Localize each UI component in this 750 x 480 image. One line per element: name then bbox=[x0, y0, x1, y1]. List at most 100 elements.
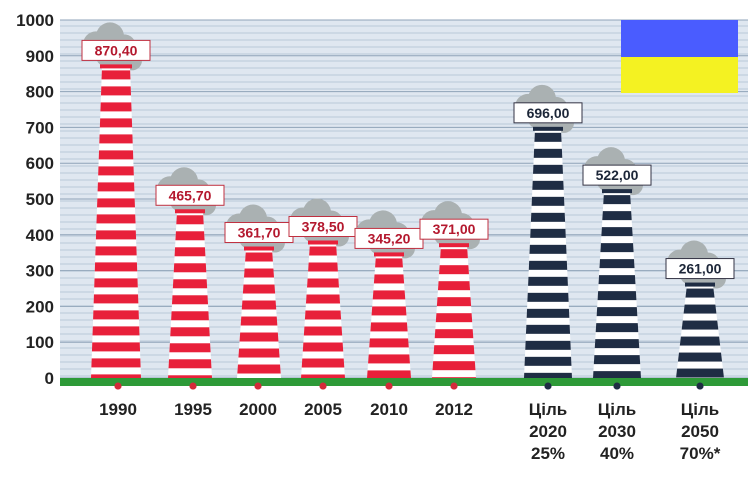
bar-stripe bbox=[301, 342, 345, 352]
data-label-box bbox=[513, 102, 583, 124]
bar-stripe bbox=[301, 326, 345, 336]
bar-stripe bbox=[91, 118, 141, 128]
y-tick-label: 0 bbox=[45, 369, 54, 388]
bar-stripe bbox=[676, 288, 724, 298]
bar-stripe bbox=[91, 262, 141, 272]
x-tick-label: 1995 bbox=[174, 400, 212, 419]
bar-stripe bbox=[91, 102, 141, 112]
bar-stripe bbox=[524, 276, 572, 286]
bar-stripes bbox=[301, 246, 345, 378]
bar-stripe bbox=[432, 297, 476, 307]
bar-stripe bbox=[301, 262, 345, 272]
bar-stripe bbox=[237, 284, 281, 294]
bar-stripe bbox=[301, 374, 345, 378]
bar-stripe bbox=[301, 310, 345, 320]
bar-stripe bbox=[91, 134, 141, 144]
bar-stripe bbox=[524, 228, 572, 238]
bar-stripe bbox=[676, 352, 724, 362]
data-label-box bbox=[155, 184, 225, 206]
bar-stripe bbox=[524, 244, 572, 254]
x-tick-label: 70%* bbox=[680, 444, 721, 463]
ground-marker bbox=[696, 382, 704, 390]
bar-rim bbox=[685, 282, 715, 287]
y-tick-label: 700 bbox=[26, 118, 54, 137]
y-tick-label: 500 bbox=[26, 190, 54, 209]
bar-stripe bbox=[91, 166, 141, 176]
bar-stripe bbox=[593, 211, 641, 221]
bar-stripe bbox=[432, 313, 476, 323]
x-tick-label: Ціль bbox=[598, 400, 636, 419]
bar-stripe bbox=[237, 364, 281, 374]
y-tick-label: 1000 bbox=[16, 11, 54, 30]
y-tick-label: 200 bbox=[26, 297, 54, 316]
bar-stripe bbox=[432, 377, 476, 378]
bar-stripe bbox=[524, 180, 572, 190]
ground bbox=[60, 378, 748, 386]
bar-rim bbox=[533, 126, 563, 131]
bar-stripe bbox=[593, 259, 641, 269]
data-label-box bbox=[81, 39, 151, 61]
data-label: 378,50 bbox=[302, 218, 345, 234]
bar-stripe bbox=[91, 246, 141, 256]
ground-marker bbox=[189, 382, 197, 390]
bar-stripe bbox=[524, 212, 572, 222]
bar-stripe bbox=[524, 356, 572, 366]
data-label: 522,00 bbox=[596, 167, 639, 183]
bar-stripes bbox=[593, 195, 641, 378]
ukraine-flag-icon-bottom bbox=[621, 57, 738, 93]
bar-stripe bbox=[168, 375, 212, 378]
bar-stripe bbox=[91, 342, 141, 352]
bar-stripe bbox=[237, 348, 281, 358]
x-tick-label: 25% bbox=[531, 444, 565, 463]
bar-stripe bbox=[168, 247, 212, 257]
bar-stripe bbox=[367, 290, 411, 300]
ground-marker bbox=[613, 382, 621, 390]
chimney-icon bbox=[226, 204, 285, 378]
data-label: 345,20 bbox=[368, 230, 411, 246]
bar-rim bbox=[175, 209, 205, 214]
x-tick-label: 2000 bbox=[239, 400, 277, 419]
bar-stripes bbox=[91, 70, 141, 379]
bar-stripe bbox=[524, 148, 572, 158]
bar-stripe bbox=[168, 263, 212, 273]
bar-stripe bbox=[168, 327, 212, 337]
bar-stripe bbox=[676, 304, 724, 314]
x-tick-label: 40% bbox=[600, 444, 634, 463]
bar-stripe bbox=[367, 322, 411, 332]
bar bbox=[432, 245, 476, 378]
bar-stripe bbox=[91, 326, 141, 336]
bar-stripe bbox=[91, 294, 141, 304]
bar-stripe bbox=[168, 279, 212, 289]
bar-stripe bbox=[367, 338, 411, 348]
bar-stripes bbox=[168, 215, 212, 378]
y-tick-label: 100 bbox=[26, 333, 54, 352]
bar-stripe bbox=[237, 268, 281, 278]
data-label-box bbox=[582, 164, 652, 186]
bar-stripe bbox=[524, 324, 572, 334]
bar-stripe bbox=[593, 291, 641, 301]
x-tick-label: 2050 bbox=[681, 422, 719, 441]
bar-stripe bbox=[301, 358, 345, 368]
bar-stripes bbox=[524, 132, 572, 378]
data-label: 361,70 bbox=[238, 225, 281, 241]
bar-stripe bbox=[91, 310, 141, 320]
bar-stripes bbox=[237, 252, 281, 374]
bar-stripe bbox=[168, 359, 212, 369]
y-tick-label: 800 bbox=[26, 83, 54, 102]
bar-stripe bbox=[432, 345, 476, 355]
bar-stripe bbox=[237, 300, 281, 310]
bar-stripe bbox=[524, 292, 572, 302]
bar-stripe bbox=[524, 372, 572, 378]
bar-stripe bbox=[524, 308, 572, 318]
bar-rim bbox=[602, 189, 632, 194]
bar-stripe bbox=[367, 274, 411, 284]
bar bbox=[237, 248, 281, 378]
bar-stripe bbox=[301, 246, 345, 256]
bar-rim bbox=[374, 252, 404, 257]
bar-stripe bbox=[91, 70, 141, 80]
bar-stripe bbox=[91, 358, 141, 368]
bar-stripe bbox=[168, 311, 212, 321]
bar-stripe bbox=[301, 294, 345, 304]
